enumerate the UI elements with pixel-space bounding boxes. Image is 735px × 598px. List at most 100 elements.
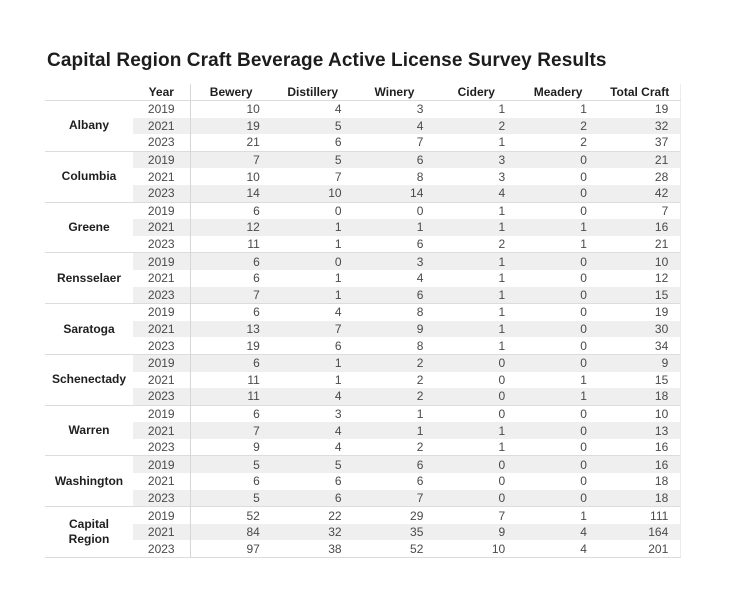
year-cell: 2021	[133, 219, 191, 236]
year-cell: 2023	[133, 286, 191, 304]
value-cell: 0	[271, 201, 354, 220]
column-header-winery: Winery	[353, 84, 436, 101]
value-cell: 11	[247, 237, 260, 252]
value-cell: 0	[580, 440, 587, 455]
value-cell: 1	[435, 286, 518, 304]
total-cell: 19	[598, 303, 682, 321]
table-row: 2021 12 1 1 1 1 16	[45, 219, 682, 236]
value-cell: 1	[517, 99, 599, 118]
year-cell: 2023	[133, 438, 191, 456]
value-cell: 14	[190, 184, 272, 203]
value-cell: 1	[334, 237, 342, 252]
value-cell: 6	[353, 286, 436, 304]
total-cell: 34	[598, 337, 682, 355]
value-cell: 10	[435, 540, 518, 559]
total-cell: 21	[598, 150, 682, 169]
value-cell: 7	[190, 150, 272, 169]
total-cell: 37	[598, 134, 682, 152]
value-cell: 7	[334, 169, 342, 184]
value-cell: 1	[580, 237, 587, 252]
value-cell: 9	[435, 523, 518, 541]
value-cell: 1	[435, 201, 518, 220]
year-cell: 2023	[133, 540, 191, 559]
value-cell: 2	[416, 440, 424, 455]
value-cell: 8	[353, 303, 436, 321]
value-cell: 7	[435, 506, 518, 524]
value-cell: 4	[271, 422, 354, 439]
column-header-cidery: Cidery	[435, 84, 518, 101]
value-cell: 7	[416, 135, 424, 150]
year-cell: 2023	[133, 235, 191, 253]
table-row: 2023 14 10 14 4 0 42	[45, 184, 682, 203]
value-cell: 7	[190, 286, 272, 304]
value-cell: 7	[190, 422, 272, 439]
value-cell: 1	[353, 422, 436, 439]
total-cell: 18	[598, 489, 682, 507]
year-cell: 2019	[133, 99, 191, 118]
value-cell: 7	[353, 489, 436, 507]
value-cell: 8	[416, 169, 424, 184]
value-cell: 0	[353, 201, 436, 220]
table-row: 2021 7 4 1 1 0 13	[45, 422, 682, 439]
page-title: Capital Region Craft Beverage Active Lic…	[47, 50, 607, 71]
value-cell: 2	[353, 388, 436, 406]
value-cell: 1	[271, 353, 354, 372]
value-cell: 4	[271, 388, 354, 406]
total-cell: 16	[598, 438, 682, 456]
value-cell: 3	[353, 99, 436, 118]
value-cell: 0	[517, 252, 599, 270]
value-cell: 1	[435, 422, 518, 439]
table-row: Schenectady 2019 6 1 2 0 0 9	[45, 353, 682, 406]
value-cell: 0	[517, 201, 599, 220]
county-label: Schenectady	[45, 353, 133, 406]
value-cell: 1	[498, 440, 506, 455]
value-cell: 6	[253, 474, 260, 489]
value-cell: 10	[271, 184, 354, 203]
value-cell: 1	[498, 271, 506, 286]
table-row: 2023 97 38 52 10 4 201	[45, 540, 682, 559]
value-cell: 4	[353, 117, 436, 135]
table-row: 2021 6 1 4 1 0 12	[45, 269, 682, 287]
table-row: 2023 9 4 2 1 0 16	[45, 438, 682, 456]
table-row: 2021 84 32 35 9 4 164	[45, 523, 682, 541]
year-cell: 2019	[133, 150, 191, 169]
value-cell: 11	[190, 388, 272, 406]
year-cell: 2021	[133, 473, 191, 490]
value-cell: 6	[416, 474, 424, 489]
value-cell: 1	[498, 135, 506, 150]
column-header-distillery: Distillery	[271, 84, 354, 101]
value-cell: 29	[353, 506, 436, 524]
table-row: 2023 11 4 2 0 1 18	[45, 388, 682, 406]
total-cell: 201	[598, 540, 682, 559]
value-cell: 4	[517, 523, 599, 541]
total-cell: 10	[598, 252, 682, 270]
value-cell: 1	[353, 404, 436, 423]
value-cell: 1	[435, 252, 518, 270]
total-cell: 12	[598, 269, 682, 287]
table-row: Saratoga 2019 6 4 8 1 0 19	[45, 303, 682, 355]
value-cell: 4	[416, 271, 424, 286]
value-cell: 6	[190, 353, 272, 372]
value-cell: 5	[271, 117, 354, 135]
table-row: 2023 5 6 7 0 0 18	[45, 489, 682, 507]
value-cell: 1	[334, 271, 342, 286]
table-row: Washington 2019 5 5 6 0 0 16	[45, 455, 682, 507]
value-cell: 3	[498, 169, 506, 184]
year-cell: 2023	[133, 134, 191, 152]
value-cell: 1	[517, 219, 599, 236]
value-cell: 2	[353, 353, 436, 372]
value-cell: 1	[353, 219, 436, 236]
value-cell: 0	[435, 388, 518, 406]
value-cell: 2	[517, 117, 599, 135]
county-label: Columbia	[45, 150, 133, 203]
year-cell: 2019	[133, 506, 191, 524]
year-cell: 2019	[133, 455, 191, 474]
value-cell: 19	[190, 117, 272, 135]
county-label: Rensselaer	[45, 252, 133, 304]
value-cell: 1	[498, 338, 506, 353]
table-row: 2021 19 5 4 2 2 32	[45, 117, 682, 135]
license-survey-table: Year Bewery Distillery Winery Cidery Meadery T…	[45, 84, 682, 559]
value-cell: 1	[271, 286, 354, 304]
total-cell: 18	[598, 473, 682, 490]
value-cell: 5	[190, 455, 272, 474]
